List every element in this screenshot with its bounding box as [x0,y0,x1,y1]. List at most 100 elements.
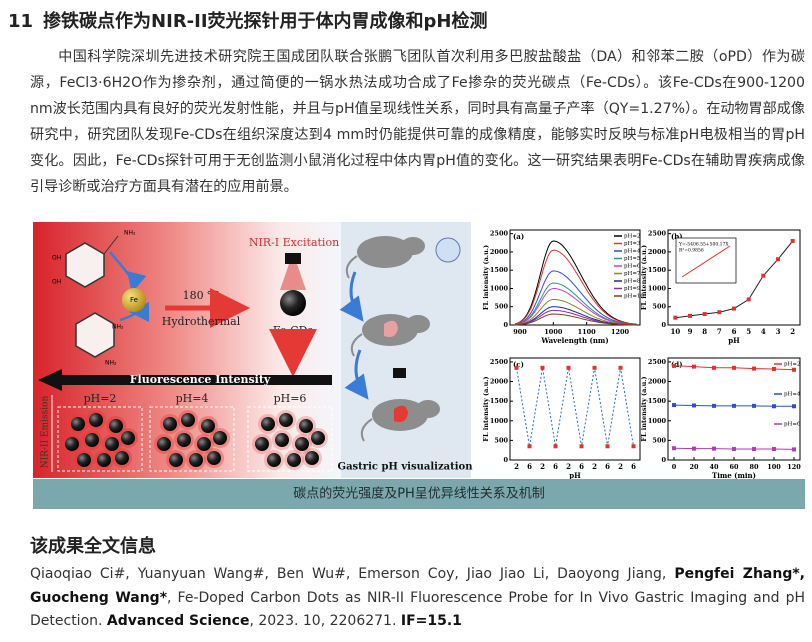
particle [207,451,221,465]
x-tick-label: 6 [527,462,532,471]
plot-frame [509,357,641,461]
particle [105,437,119,451]
inset-r2: R²=0.9856 [679,248,704,254]
x-tick-label: 10 [670,327,680,336]
header: 11 掺铁碳点作为NIR-II荧光探针用于体内胃成像和pH检测 [8,7,488,33]
chart-panel: 0 500 1000 1500 2000 2500 900 1000 1100 1200Wavel… [482,229,644,345]
y-tick-label: 1000 [648,284,667,292]
y-tick-label: 500 [652,436,666,444]
legend-label: pH=4 [784,392,801,398]
fe-atom [122,288,146,312]
y-tick-label: 1500 [490,266,509,274]
ph-label: pH=2 [84,392,117,405]
particle [255,437,269,451]
data-point [618,365,623,370]
particle [279,413,293,427]
inset-fit [681,245,731,278]
legend-label: pH=2 [784,362,800,368]
intensity-label: Fluorescence Intensity [130,373,271,386]
panel-label: (a) [513,232,524,241]
x-axis-label: Wavelength (nm) [540,336,608,345]
structure-label: OH [52,279,61,286]
structure-label: OH [52,255,61,262]
spectrum [514,270,637,325]
structure-label: NH₂ [105,360,117,367]
particle [287,453,301,467]
data-point [692,403,696,408]
x-tick-label: 1000 [544,328,563,336]
x-tick-label: 2 [566,462,571,471]
data-point [792,404,796,409]
legend-label: pH=9 [624,286,641,292]
spectrum [514,240,637,325]
particle [121,431,135,445]
particle [85,433,99,447]
data-point [712,446,716,451]
panel-label: (c) [513,360,524,369]
x-tick-label: 1100 [578,328,597,336]
data-point [672,446,676,451]
y-tick-label: 2000 [490,378,509,386]
particle [157,437,171,451]
bond [103,235,119,255]
y-tick-label: 1500 [648,397,667,405]
data-point [688,313,692,318]
particle [177,433,191,447]
inset-equation: Y=-5406.55+500.17X [678,242,729,248]
data-point [761,273,766,278]
legend-label: pH=6 [624,264,641,270]
x-tick-label: 100 [767,463,781,471]
particle [213,431,227,445]
header-title: 掺铁碳点作为NIR-II荧光探针用于体内胃成像和pH检测 [43,11,488,32]
laser [393,368,406,378]
particle [109,419,123,433]
plot-frame [667,357,801,461]
x-tick-label: 7 [717,327,722,336]
x-tick-label: 20 [689,463,699,471]
data-point [746,297,751,302]
y-tick-label: 2000 [490,248,509,256]
y-axis-label: FL intensity (a.u.) [640,376,648,441]
mouse-tail [350,333,363,357]
y-tick-label: 2500 [490,230,509,238]
x-tick-label: 5 [746,327,751,336]
y-tick-label: 1500 [490,397,509,405]
data-point [579,444,584,449]
particle [197,437,211,451]
x-tick-label: 6 [631,462,636,471]
x-tick-label: 40 [709,463,719,471]
mice [339,236,461,442]
x-tick-label: 2 [592,462,597,471]
citation: Qiaoqiao Ci#, Yuanyuan Wang#, Ben Wu#, E… [30,563,805,634]
data-point [792,367,796,372]
x-tick-label: 4 [761,327,766,336]
product: Fe-CDs [273,324,313,337]
data-point [514,365,519,370]
laser [285,253,301,264]
data-point [672,403,676,408]
structure-label: NH₂ [112,324,124,331]
flow-arrow [339,271,364,322]
x-axis-label: Time (min) [712,471,756,480]
data-point [672,363,676,368]
y-tick-label: 1000 [490,417,509,425]
beam [280,264,306,290]
data-point [790,238,795,243]
x-tick-label: 120 [787,463,801,471]
y-tick-label: 2000 [648,378,667,386]
particle [305,451,319,465]
y-tick-label: 500 [494,303,508,311]
ph-label: pH=6 [274,392,307,405]
x-tick-label: 6 [605,462,610,471]
data-point [673,315,678,320]
x-tick-label: 60 [729,463,739,471]
particle [169,453,183,467]
particle [97,453,111,467]
citation-segment: Pengfei Zhang*, Guocheng Wang* [30,566,805,606]
header-number: 11 [8,11,34,32]
intro-paragraph: 中国科学院深圳先进技术研究院王国成团队联合张鹏飞团队首次利用多巴胺盐酸盐（DA）… [30,49,805,195]
inset-frame [675,237,737,284]
legend-label: pH=8 [624,279,641,285]
